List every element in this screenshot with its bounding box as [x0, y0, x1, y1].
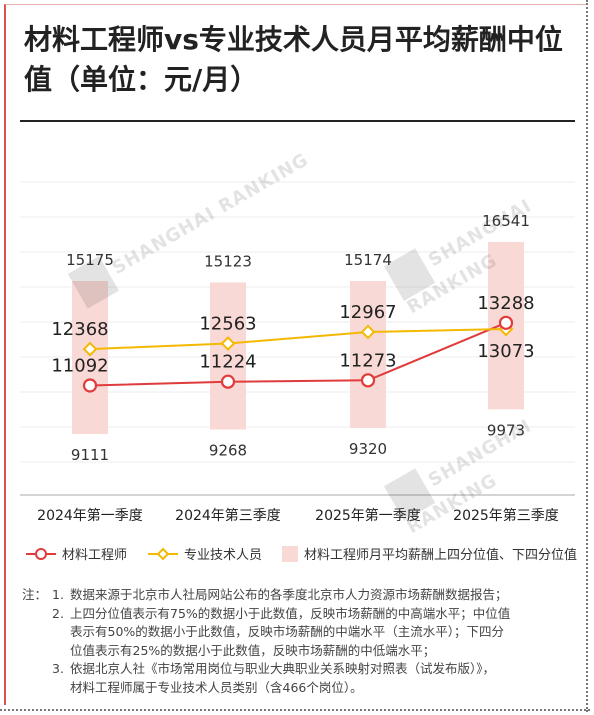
legend-label-engineer: 材料工程师	[62, 548, 128, 563]
x-tick-label: 2025年第三季度	[453, 507, 559, 524]
title-divider	[20, 120, 575, 122]
legend-label-professional: 专业技术人员	[184, 548, 263, 563]
lower-quartile-label: 9268	[209, 442, 247, 460]
data-point-engineer	[220, 374, 236, 389]
x-tick-label: 2024年第三季度	[175, 507, 281, 524]
legend-line-diamond-icon	[148, 547, 178, 560]
note-item-continued: 位值表示有25%的数据小于此数值，反映市场薪酬的中低端水平；	[70, 642, 436, 658]
data-label-professional: 13073	[477, 341, 534, 362]
data-label-professional: 12563	[199, 314, 256, 335]
lower-quartile-label: 9111	[71, 446, 109, 464]
note-item: 2. 上四分位值表示有75%的数据小于此数值，反映市场薪酬的中高端水平；中位值	[52, 605, 511, 621]
legend-item-band: 材料工程师月平均薪酬上四分位值、下四分位值	[282, 544, 577, 563]
quartile-band	[210, 282, 246, 430]
legend-label-band: 材料工程师月平均薪酬上四分位值、下四分位值	[304, 548, 578, 563]
page-frame	[4, 4, 586, 705]
series-line-professional	[89, 327, 507, 351]
legend-item-professional: 专业技术人员	[148, 544, 262, 563]
note-item: 3. 依据北京人社《市场常用岗位与职业大典职业关系映射对照表（试发布版）》，	[52, 661, 496, 676]
upper-quartile-label: 16541	[482, 212, 530, 230]
torn-edge-right	[578, 0, 588, 712]
legend-band-swatch-icon	[282, 545, 298, 562]
chart-plot: 2024年第一季度 2024年第三季度 2025年第一季度 2025年第三季度 1517…	[20, 181, 575, 524]
quartile-band	[72, 280, 108, 434]
note-item: 1. 数据来源于北京市人社局网站公布的各季度北京市人力资源市场薪酬数据报告；	[52, 587, 508, 602]
data-point-professional	[360, 324, 376, 340]
data-label-professional: 12967	[339, 302, 396, 323]
data-point-professional	[220, 336, 236, 351]
data-label-engineer: 11273	[339, 350, 396, 371]
data-point-engineer	[360, 373, 376, 388]
note-item-continued: 表示有50%的数据小于此数值，反映市场薪酬的中端水平（主流水平）；下四分	[70, 624, 505, 639]
data-label-professional: 12368	[51, 319, 108, 340]
lower-quartile-label: 9973	[487, 421, 525, 439]
legend-line-circle-icon	[26, 547, 56, 560]
notes-label: 注：	[22, 587, 48, 602]
quartile-band	[350, 281, 386, 429]
data-label-engineer: 11092	[51, 355, 108, 376]
data-point-professional	[82, 341, 98, 357]
legend-item-engineer: 材料工程师	[26, 544, 127, 563]
series-line-engineer	[89, 321, 507, 387]
upper-quartile-label: 15123	[204, 252, 252, 270]
torn-edge-bottom	[0, 703, 590, 711]
chart-legend: 材料工程师 专业技术人员 材料工程师月平均薪酬上四分位值、下四分位值	[20, 540, 580, 566]
note-item-continued: 材料工程师属于专业技术人员类别（含466个岗位）。	[70, 679, 363, 695]
upper-quartile-label: 15175	[66, 251, 114, 269]
data-point-engineer	[82, 378, 98, 393]
lower-quartile-label: 9320	[349, 440, 387, 458]
data-label-engineer: 11224	[199, 352, 256, 373]
data-label-engineer: 13288	[477, 293, 534, 314]
x-tick-label: 2025年第一季度	[315, 507, 421, 524]
chart-title: 材料工程师vs专业技术人员月平均薪酬中位值（单位：元/月）	[24, 23, 563, 96]
upper-quartile-label: 15174	[344, 251, 392, 269]
x-tick-label: 2024年第一季度	[37, 507, 143, 524]
data-point-engineer	[498, 315, 514, 330]
